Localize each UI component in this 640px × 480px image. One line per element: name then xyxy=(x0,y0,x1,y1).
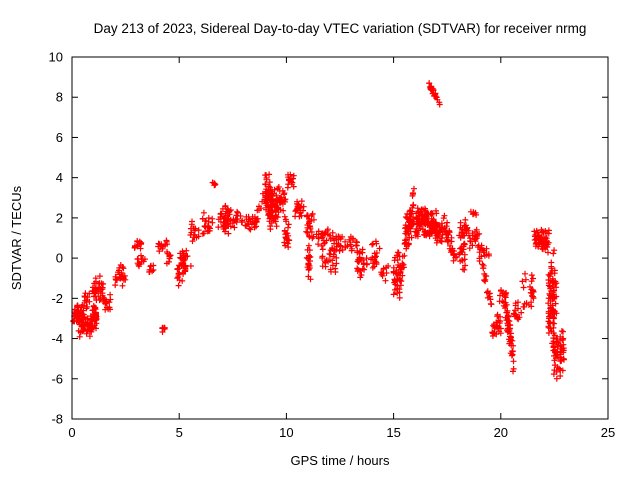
plot-border xyxy=(71,56,609,420)
tick-label: 0 xyxy=(56,251,63,266)
scatter-points xyxy=(70,80,567,382)
axis-tick-labels: 0 5 10 15 20 25 -8 -6 -4 -2 0 2 4 6 8 10 xyxy=(49,50,616,441)
tick-label: 10 xyxy=(49,50,63,65)
tick-label: 15 xyxy=(386,425,400,440)
tick-label: 4 xyxy=(56,170,63,185)
tick-label: 5 xyxy=(176,425,183,440)
tick-label: -2 xyxy=(51,291,63,306)
tick-label: 25 xyxy=(601,425,615,440)
tick-label: -6 xyxy=(51,371,63,386)
tick-label: 20 xyxy=(494,425,508,440)
tick-label: 0 xyxy=(68,425,75,440)
y-axis-label: SDTVAR / TECUs xyxy=(9,185,24,290)
tick-label: 8 xyxy=(56,90,63,105)
tick-label: 6 xyxy=(56,130,63,145)
tick-label: -8 xyxy=(51,412,63,427)
tick-label: 2 xyxy=(56,210,63,225)
tick-label: 10 xyxy=(279,425,293,440)
tick-label: -4 xyxy=(51,331,63,346)
chart-title: Day 213 of 2023, Sidereal Day-to-day VTE… xyxy=(94,21,587,36)
x-axis-label: GPS time / hours xyxy=(291,453,390,468)
